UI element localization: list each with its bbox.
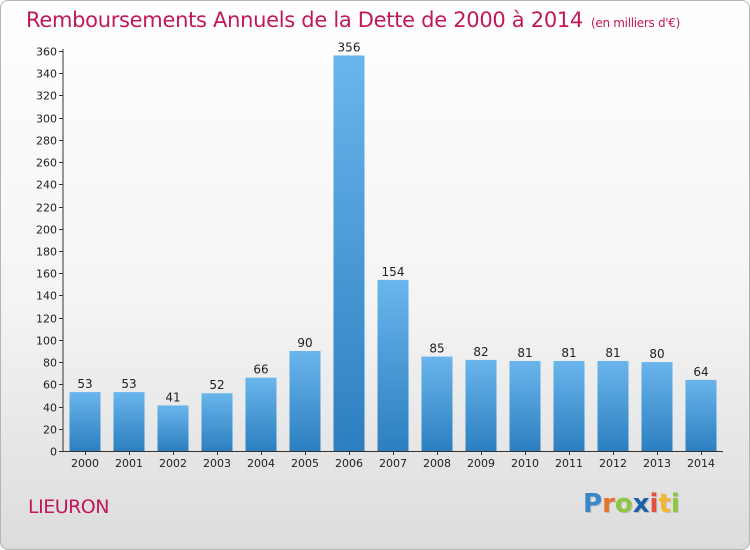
data-label: 64 (693, 365, 708, 379)
logo-letter: r (602, 489, 615, 519)
bar (113, 392, 145, 451)
bar (201, 393, 233, 451)
x-axis: 2000 2001 2002 2003 2004 2005 2006 2007 2008 2009… (63, 451, 723, 470)
y-tick-label: 100 (36, 335, 57, 348)
data-label: 85 (429, 342, 444, 356)
data-label: 53 (121, 377, 136, 391)
x-tick-label: 2014 (687, 457, 715, 470)
y-tick-label: 80 (43, 357, 57, 370)
data-label: 52 (209, 378, 224, 392)
city-label: LIEURON (28, 496, 109, 518)
y-tick-label: 220 (36, 202, 57, 215)
x-tick-label: 2012 (599, 457, 627, 470)
x-tick-label: 2011 (555, 457, 583, 470)
x-tick-label: 2000 (71, 457, 99, 470)
x-tick-label: 2005 (291, 457, 319, 470)
y-tick-label: 280 (36, 135, 57, 148)
data-label: 154 (382, 265, 405, 279)
bar (465, 359, 497, 451)
y-tick-label: 120 (36, 313, 57, 326)
data-labels: 53 53 41 52 66 90 356 154 85 82 81 81 81 80 64 (77, 40, 708, 404)
x-tick-label: 2007 (379, 457, 407, 470)
bar (69, 392, 101, 451)
y-tick-label: 60 (43, 379, 57, 392)
data-label: 41 (165, 390, 180, 404)
bar (685, 379, 717, 451)
x-tick-label: 2013 (643, 457, 671, 470)
y-tick-label: 20 (43, 424, 57, 437)
logo-letter: o (614, 489, 633, 519)
logo-letter: t (658, 489, 671, 519)
proxiti-logo: Proxiti (583, 489, 680, 519)
x-tick-label: 2003 (203, 457, 231, 470)
bar (289, 351, 321, 451)
bar (157, 405, 189, 451)
data-label: 81 (605, 346, 620, 360)
y-tick-label: 240 (36, 179, 57, 192)
bars (69, 55, 717, 451)
y-tick-label: 180 (36, 246, 57, 259)
y-tick-label: 160 (36, 268, 57, 281)
x-tick-label: 2001 (115, 457, 143, 470)
x-tick-label: 2009 (467, 457, 495, 470)
y-tick-label: 40 (43, 402, 57, 415)
y-tick-label: 320 (36, 90, 57, 103)
data-label: 53 (77, 377, 92, 391)
bar (245, 377, 277, 451)
x-tick-label: 2006 (335, 457, 363, 470)
y-axis: 0 20 40 60 80 100 120 140 160 180 200 220 240 260 280 3… (36, 46, 64, 459)
x-tick-label: 2008 (423, 457, 451, 470)
y-tick-label: 200 (36, 224, 57, 237)
x-tick-label: 2010 (511, 457, 539, 470)
logo-letter: P (583, 489, 603, 519)
logo-letter: x (632, 489, 650, 519)
bar (641, 362, 673, 451)
logo-letter: i (670, 489, 680, 519)
y-tick-label: 0 (50, 446, 57, 459)
y-tick-label: 360 (36, 46, 57, 59)
logo-letter: i (649, 489, 659, 519)
data-label: 82 (473, 345, 488, 359)
data-label: 81 (561, 346, 576, 360)
bar (377, 279, 409, 451)
chart-title: Remboursements Annuels de la Dette de 20… (26, 8, 680, 32)
data-label: 66 (253, 363, 268, 377)
x-tick-label: 2004 (247, 457, 275, 470)
bar (597, 361, 629, 451)
bar (421, 356, 453, 451)
data-label: 80 (649, 347, 664, 361)
chart-subtitle: (en milliers d'€) (591, 16, 681, 30)
y-tick-label: 340 (36, 68, 57, 81)
y-tick-label: 140 (36, 290, 57, 303)
x-tick-label: 2002 (159, 457, 187, 470)
y-tick-label: 300 (36, 113, 57, 126)
data-label: 356 (338, 40, 361, 54)
data-label: 90 (297, 336, 312, 350)
bar (553, 361, 585, 451)
bar (509, 361, 541, 451)
chart-title-text: Remboursements Annuels de la Dette de 20… (26, 8, 583, 32)
bar (333, 55, 365, 451)
data-label: 81 (517, 346, 532, 360)
y-tick-label: 260 (36, 157, 57, 170)
